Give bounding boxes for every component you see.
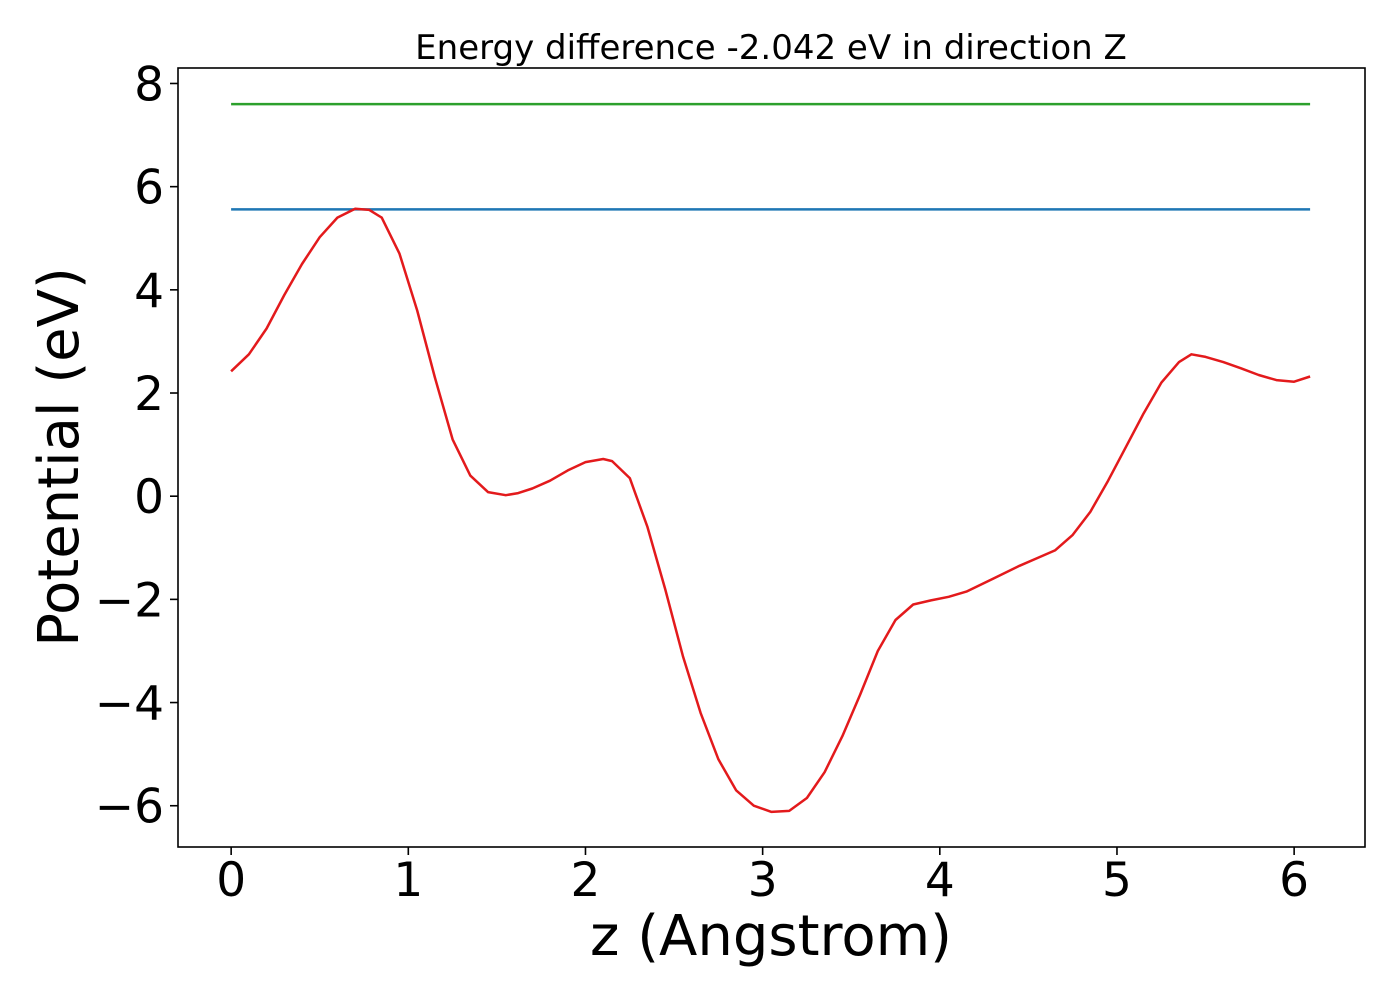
y-tick-label: 4 — [134, 264, 164, 319]
y-tick-label: 6 — [134, 161, 164, 216]
x-tick-label: 4 — [925, 853, 955, 908]
series-line-2 — [230, 207, 1311, 814]
x-tick-label: 3 — [748, 853, 778, 908]
x-tick-label: 5 — [1102, 853, 1132, 908]
y-tick-label: −4 — [95, 677, 164, 732]
x-axis-label: z (Angstrom) — [590, 904, 952, 969]
series-layer — [230, 102, 1311, 814]
y-tick-label: −6 — [95, 780, 164, 835]
x-tick-label: 1 — [393, 853, 423, 908]
y-tick-label: 2 — [134, 367, 164, 422]
chart-title: Energy difference -2.042 eV in direction… — [415, 28, 1127, 68]
x-ticks: 0 1 2 3 4 5 6 — [216, 847, 1309, 908]
x-tick-label: 6 — [1279, 853, 1309, 908]
axes-frame — [177, 67, 1366, 848]
x-tick-label: 0 — [216, 853, 246, 908]
y-tick-label: −2 — [95, 573, 164, 628]
y-axis-label: Potential (eV) — [27, 267, 92, 647]
y-tick-label: 8 — [134, 57, 164, 112]
y-ticks: −6 −4 −2 0 2 4 6 8 — [95, 57, 178, 835]
x-tick-label: 2 — [571, 853, 601, 908]
y-tick-label: 0 — [134, 470, 164, 525]
